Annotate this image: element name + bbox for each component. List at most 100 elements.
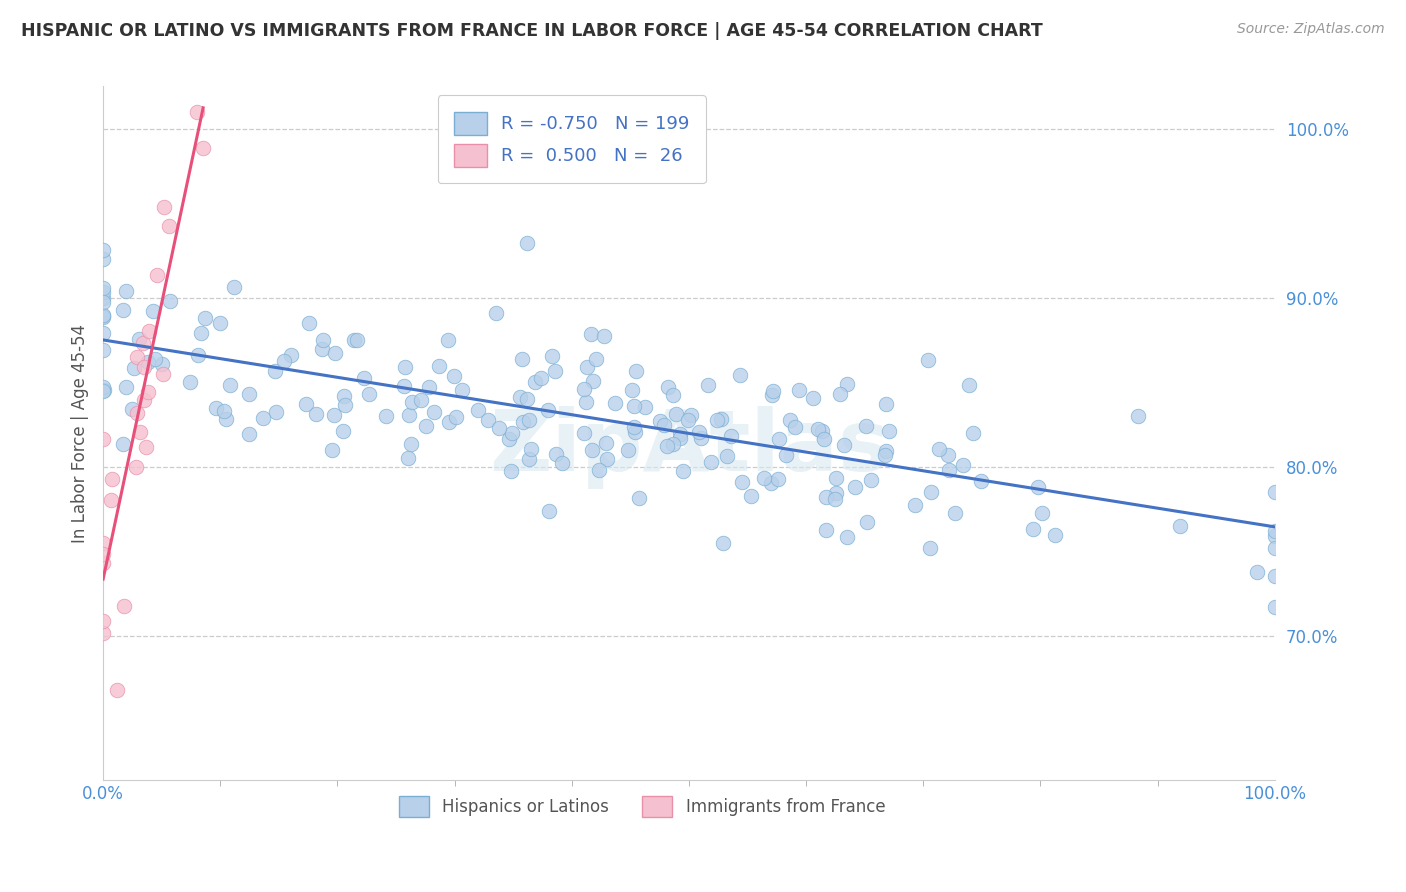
- Point: [720, 429, 742, 443]
- Point: [323, 408, 346, 422]
- Point: [787, 383, 810, 397]
- Point: [91, 326, 114, 341]
- Point: [112, 599, 135, 614]
- Point: [779, 412, 801, 426]
- Point: [1264, 485, 1286, 500]
- Point: [537, 403, 560, 417]
- Point: [624, 364, 647, 378]
- Point: [427, 359, 450, 374]
- Point: [688, 425, 710, 439]
- Point: [136, 355, 159, 369]
- Point: [212, 404, 235, 418]
- Point: [190, 326, 212, 340]
- Point: [516, 392, 538, 407]
- Point: [1043, 527, 1066, 541]
- Point: [91, 310, 114, 324]
- Point: [444, 410, 467, 425]
- Point: [512, 415, 534, 429]
- Point: [150, 357, 173, 371]
- Point: [91, 547, 114, 561]
- Point: [111, 437, 134, 451]
- Point: [768, 432, 790, 446]
- Point: [752, 471, 775, 485]
- Point: [135, 440, 157, 454]
- Point: [582, 374, 605, 388]
- Point: [215, 411, 238, 425]
- Point: [205, 401, 228, 415]
- Point: [1264, 568, 1286, 582]
- Point: [814, 491, 837, 505]
- Point: [676, 412, 699, 426]
- Point: [579, 327, 602, 342]
- Point: [93, 384, 115, 398]
- Point: [484, 305, 506, 319]
- Point: [761, 388, 783, 402]
- Point: [623, 425, 645, 440]
- Point: [879, 424, 901, 438]
- Point: [451, 383, 474, 397]
- Point: [875, 448, 897, 462]
- Point: [623, 399, 645, 413]
- Point: [191, 141, 214, 155]
- Point: [801, 391, 824, 405]
- Point: [157, 219, 180, 234]
- Point: [520, 442, 543, 456]
- Text: HISPANIC OR LATINO VS IMMIGRANTS FROM FRANCE IN LABOR FORCE | AGE 45-54 CORRELAT: HISPANIC OR LATINO VS IMMIGRANTS FROM FR…: [21, 22, 1043, 40]
- Point: [952, 458, 974, 472]
- Point: [628, 491, 651, 506]
- Point: [762, 384, 785, 398]
- Point: [132, 393, 155, 408]
- Point: [437, 415, 460, 429]
- Point: [105, 683, 128, 698]
- Text: Source: ZipAtlas.com: Source: ZipAtlas.com: [1237, 22, 1385, 37]
- Point: [661, 437, 683, 451]
- Point: [392, 379, 415, 393]
- Point: [617, 443, 640, 458]
- Point: [398, 409, 420, 423]
- Point: [152, 367, 174, 381]
- Point: [655, 439, 678, 453]
- Point: [595, 452, 617, 467]
- Point: [238, 387, 260, 401]
- Point: [125, 350, 148, 364]
- Point: [415, 419, 437, 434]
- Point: [311, 342, 333, 356]
- Point: [835, 377, 858, 392]
- Point: [498, 432, 520, 446]
- Point: [280, 348, 302, 362]
- Point: [91, 626, 114, 640]
- Point: [679, 408, 702, 422]
- Point: [825, 486, 848, 500]
- Point: [125, 460, 148, 475]
- Point: [731, 475, 754, 489]
- Point: [91, 310, 114, 324]
- Point: [499, 464, 522, 478]
- Point: [783, 420, 806, 434]
- Point: [551, 457, 574, 471]
- Point: [920, 484, 942, 499]
- Point: [620, 383, 643, 397]
- Point: [575, 394, 598, 409]
- Point: [918, 541, 941, 556]
- Legend: Hispanics or Latinos, Immigrants from France: Hispanics or Latinos, Immigrants from Fr…: [392, 789, 891, 824]
- Point: [517, 452, 540, 467]
- Point: [509, 390, 531, 404]
- Point: [295, 397, 318, 411]
- Point: [91, 556, 114, 570]
- Point: [91, 243, 114, 257]
- Point: [943, 506, 966, 520]
- Point: [716, 450, 738, 464]
- Point: [132, 336, 155, 351]
- Point: [1031, 506, 1053, 520]
- Point: [488, 421, 510, 435]
- Point: [208, 316, 231, 330]
- Point: [142, 304, 165, 318]
- Point: [875, 443, 897, 458]
- Point: [129, 425, 152, 439]
- Point: [91, 308, 114, 322]
- Point: [1264, 541, 1286, 555]
- Point: [588, 463, 610, 477]
- Point: [1264, 524, 1286, 538]
- Point: [1022, 522, 1045, 536]
- Point: [91, 252, 114, 266]
